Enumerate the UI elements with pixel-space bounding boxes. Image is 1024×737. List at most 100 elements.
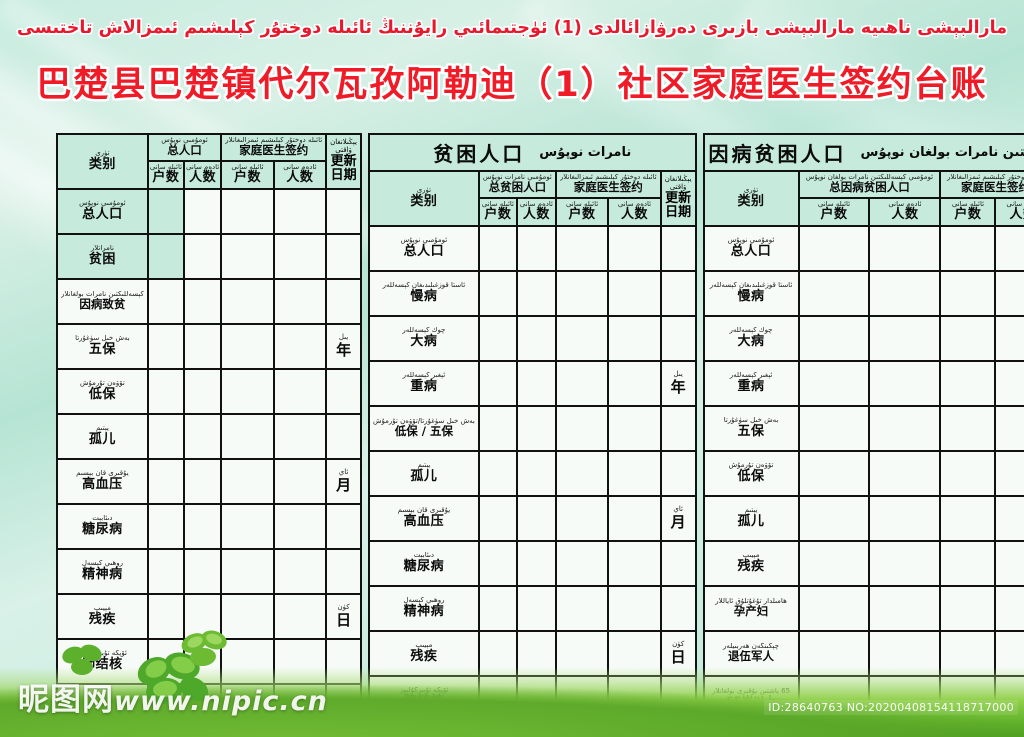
update-date-cell[interactable] — [325, 547, 362, 595]
data-cell[interactable] — [146, 367, 186, 415]
update-date-cell[interactable] — [659, 269, 697, 317]
data-cell[interactable] — [515, 359, 557, 407]
data-cell[interactable] — [868, 449, 942, 497]
data-cell[interactable] — [554, 539, 610, 587]
data-cell[interactable] — [477, 314, 518, 362]
data-cell[interactable] — [477, 404, 518, 452]
data-cell[interactable] — [183, 277, 223, 325]
data-cell[interactable] — [607, 404, 662, 452]
data-cell[interactable] — [868, 224, 942, 272]
data-cell[interactable] — [554, 224, 610, 272]
data-cell[interactable] — [146, 412, 186, 460]
data-cell[interactable] — [220, 727, 275, 737]
data-cell[interactable] — [272, 277, 328, 325]
data-cell[interactable] — [607, 494, 662, 542]
data-cell[interactable] — [939, 719, 997, 737]
data-cell[interactable] — [183, 637, 223, 685]
data-cell[interactable] — [939, 494, 997, 542]
data-cell[interactable] — [272, 727, 328, 737]
data-cell[interactable] — [146, 187, 186, 235]
update-date-cell[interactable] — [325, 502, 362, 550]
data-cell[interactable] — [515, 674, 557, 722]
data-cell[interactable] — [477, 719, 518, 737]
data-cell[interactable] — [515, 314, 557, 362]
data-cell[interactable] — [146, 502, 186, 550]
update-date-cell[interactable] — [659, 404, 697, 452]
data-cell[interactable] — [939, 269, 997, 317]
data-cell[interactable] — [994, 314, 1024, 362]
data-cell[interactable] — [477, 449, 518, 497]
update-date-cell[interactable] — [325, 367, 362, 415]
data-cell[interactable] — [183, 502, 223, 550]
data-cell[interactable] — [554, 674, 610, 722]
data-cell[interactable] — [868, 674, 942, 722]
data-cell[interactable] — [554, 314, 610, 362]
data-cell[interactable] — [477, 629, 518, 677]
data-cell[interactable] — [607, 449, 662, 497]
data-cell[interactable] — [868, 404, 942, 452]
data-cell[interactable] — [554, 449, 610, 497]
data-cell[interactable] — [477, 224, 518, 272]
data-cell[interactable] — [183, 547, 223, 595]
data-cell[interactable] — [272, 637, 328, 685]
update-date-cell[interactable] — [659, 449, 697, 497]
data-cell[interactable] — [220, 502, 275, 550]
data-cell[interactable] — [146, 727, 186, 737]
data-cell[interactable] — [797, 404, 871, 452]
data-cell[interactable] — [607, 359, 662, 407]
update-date-cell[interactable] — [659, 674, 697, 722]
data-cell[interactable] — [146, 277, 186, 325]
data-cell[interactable] — [939, 629, 997, 677]
data-cell[interactable] — [477, 584, 518, 632]
update-date-cell[interactable] — [659, 539, 697, 587]
data-cell[interactable] — [607, 224, 662, 272]
data-cell[interactable] — [515, 494, 557, 542]
data-cell[interactable] — [994, 539, 1024, 587]
data-cell[interactable] — [146, 592, 186, 640]
data-cell[interactable] — [994, 674, 1024, 722]
data-cell[interactable] — [868, 269, 942, 317]
data-cell[interactable] — [183, 412, 223, 460]
data-cell[interactable] — [477, 269, 518, 317]
data-cell[interactable] — [994, 494, 1024, 542]
update-date-month[interactable]: ئاي 月 — [659, 494, 697, 542]
update-date-day[interactable]: كۈن 日 — [659, 629, 697, 677]
update-date-cell[interactable] — [325, 277, 362, 325]
data-cell[interactable] — [220, 367, 275, 415]
data-cell[interactable] — [994, 224, 1024, 272]
data-cell[interactable] — [994, 404, 1024, 452]
data-cell[interactable] — [183, 727, 223, 737]
data-cell[interactable] — [515, 269, 557, 317]
data-cell[interactable] — [994, 719, 1024, 737]
data-cell[interactable] — [994, 449, 1024, 497]
data-cell[interactable] — [607, 629, 662, 677]
update-date-cell[interactable] — [325, 187, 362, 235]
data-cell[interactable] — [220, 277, 275, 325]
data-cell[interactable] — [220, 322, 275, 370]
data-cell[interactable] — [272, 367, 328, 415]
data-cell[interactable] — [515, 224, 557, 272]
data-cell[interactable] — [797, 269, 871, 317]
data-cell[interactable] — [939, 314, 997, 362]
data-cell[interactable] — [939, 404, 997, 452]
data-cell[interactable] — [868, 719, 942, 737]
data-cell[interactable] — [146, 322, 186, 370]
data-cell[interactable] — [939, 539, 997, 587]
data-cell[interactable] — [868, 539, 942, 587]
data-cell[interactable] — [272, 547, 328, 595]
update-date-year[interactable]: يىل 年 — [659, 359, 697, 407]
data-cell[interactable] — [220, 187, 275, 235]
data-cell[interactable] — [797, 449, 871, 497]
data-cell[interactable] — [272, 412, 328, 460]
update-date-cell[interactable] — [325, 637, 362, 685]
data-cell[interactable] — [220, 457, 275, 505]
data-cell[interactable] — [272, 322, 328, 370]
data-cell[interactable] — [868, 314, 942, 362]
data-cell[interactable] — [220, 682, 275, 730]
data-cell[interactable] — [994, 269, 1024, 317]
data-cell[interactable] — [183, 457, 223, 505]
data-cell[interactable] — [868, 629, 942, 677]
data-cell[interactable] — [994, 359, 1024, 407]
data-cell[interactable] — [607, 584, 662, 632]
data-cell[interactable] — [272, 502, 328, 550]
